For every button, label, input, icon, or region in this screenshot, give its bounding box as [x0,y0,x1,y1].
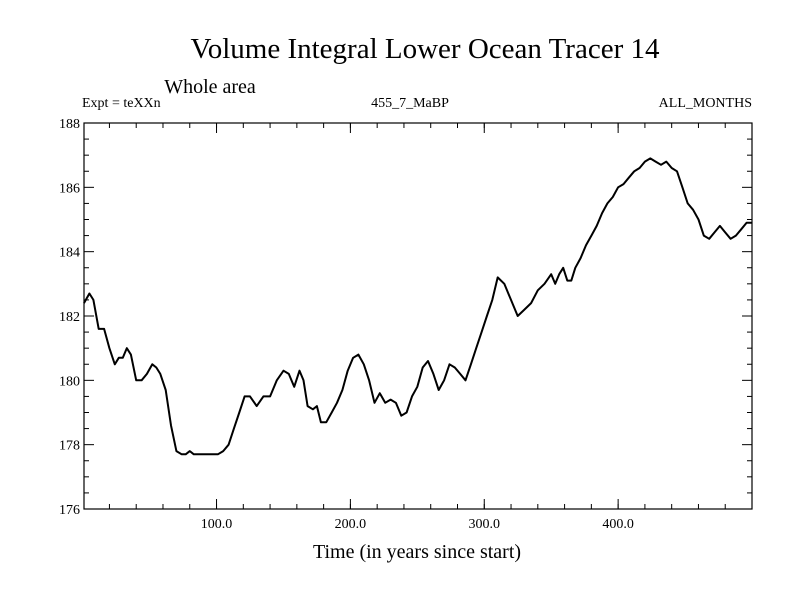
y-tick-label: 188 [59,117,80,132]
x-tick-label: 100.0 [201,517,233,532]
x-tick-label: 300.0 [469,517,501,532]
x-axis-label: Time (in years since start) [313,541,521,563]
y-tick-label: 186 [59,181,80,196]
series-line [83,157,752,456]
period-label: 455_7_MaBP [371,96,449,111]
chart-title: Volume Integral Lower Ocean Tracer 14 [191,33,660,65]
y-tick-label: 178 [59,439,80,454]
y-tick-label: 176 [59,503,80,518]
y-tick-label: 182 [59,310,80,325]
plot-frame [83,122,753,510]
y-tick-label: 184 [59,246,80,261]
chart-subtitle: Whole area [164,76,256,98]
months-label: ALL_MONTHS [659,96,752,111]
expt-label: Expt = teXXn [82,96,161,111]
axis-ticks: 100.0 200.0 300.0 400.0 176 178 180 182 184 186 18… [59,117,752,532]
y-tick-label: 180 [59,374,80,389]
x-tick-label: 200.0 [335,517,367,532]
x-tick-label: 400.0 [602,517,634,532]
